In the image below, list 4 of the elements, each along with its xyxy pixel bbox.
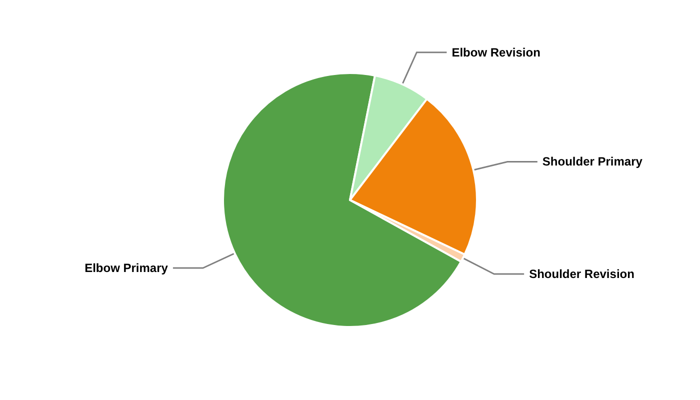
- slice-label: Shoulder Primary: [542, 154, 643, 169]
- slice-label: Elbow Primary: [84, 261, 168, 276]
- slice-label: Elbow Revision: [452, 45, 540, 60]
- slice-label: Shoulder Revision: [529, 267, 634, 282]
